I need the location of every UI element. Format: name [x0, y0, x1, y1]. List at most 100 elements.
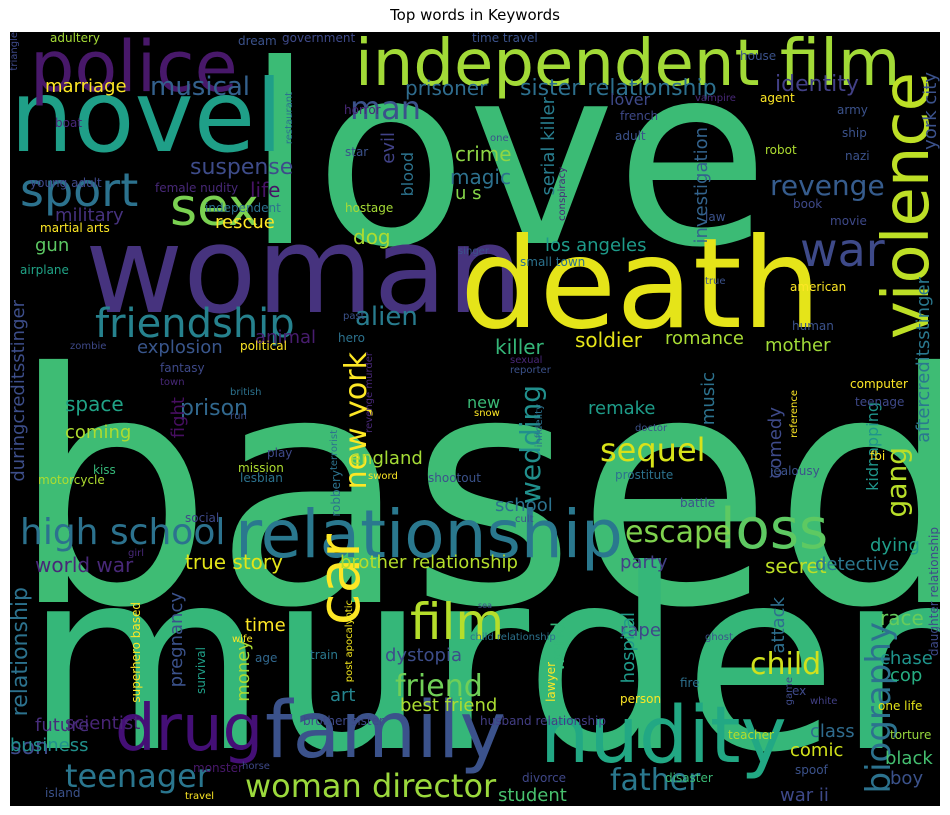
word-prison: prison [180, 396, 248, 421]
word-white: white [810, 696, 838, 707]
word-duringcreditsstinger: duringcreditsstinger [10, 300, 29, 482]
word-death: death [460, 212, 822, 357]
word-game: game [784, 677, 795, 706]
word-mission: mission [238, 461, 284, 475]
word-los-angeles: los angeles [545, 235, 647, 256]
word-friend: friend [395, 669, 483, 704]
word-snow: snow [474, 408, 500, 419]
word-life: life [250, 178, 281, 202]
word-government: government [282, 32, 356, 45]
word-relationship: relationship [235, 496, 623, 573]
word-u-s: u s [455, 183, 482, 204]
word-one-life: one life [878, 699, 923, 713]
word-law: law [705, 210, 726, 224]
word-musical: musical [150, 72, 251, 102]
word-film: film [410, 593, 505, 651]
word-romance: romance [665, 328, 744, 349]
word-child: child [750, 647, 822, 682]
word-man: man [350, 89, 422, 127]
word-brother-sister: brother sister [303, 714, 384, 728]
word-independent: independent [205, 201, 281, 215]
word-cult: cult [515, 514, 534, 525]
word-fbi: fbi [870, 449, 886, 463]
word-age: age [255, 651, 278, 665]
word-independent-film: independent film [355, 32, 901, 101]
word-movie: movie [830, 214, 867, 228]
word-hero: hero [338, 331, 365, 345]
word-lawyer: lawyer [544, 662, 558, 702]
word-future: future [35, 715, 90, 736]
word-human: human [792, 319, 834, 333]
word-nazi: nazi [845, 149, 870, 163]
word-murder: murder [24, 516, 940, 806]
word-animal: animal [255, 327, 317, 348]
word-rape: rape [620, 620, 661, 641]
word-small-town: small town [520, 255, 586, 269]
word-lover: lover [610, 90, 651, 109]
word-aftercreditsstinger: aftercreditsstinger [913, 277, 934, 443]
word-car: car [305, 534, 373, 626]
word-remake: remake [588, 398, 656, 419]
word-ship: ship [842, 126, 867, 140]
word-marriage: marriage [45, 76, 127, 97]
word-airplane: airplane [20, 263, 69, 277]
word-adultery: adultery [50, 32, 101, 45]
word-hostage: hostage [345, 201, 394, 215]
word-conspiracy: conspiracy [557, 167, 568, 221]
word-monster: monster [193, 761, 243, 775]
word-student: student [498, 785, 567, 806]
word-ghost: ghost [705, 632, 733, 643]
word-gun: gun [35, 235, 70, 256]
word-detective: detective [815, 554, 900, 575]
word-time-travel: time travel [472, 32, 538, 45]
word-play: play [267, 446, 293, 460]
word-novel: novel [10, 58, 284, 175]
word-martial-arts: martial arts [40, 221, 110, 235]
word-based: based [10, 306, 940, 678]
word-sex: sex [170, 178, 259, 238]
word-loss: loss [720, 497, 829, 562]
word-boy: boy [890, 768, 924, 789]
word-war-ii: war ii [780, 785, 829, 806]
word-battle: battle [680, 496, 716, 510]
word-one: one [490, 133, 509, 144]
word-chase: chase [880, 648, 933, 669]
word-woman: woman [85, 202, 524, 341]
word-family: family [265, 686, 506, 776]
word-husband-relationship: husband relationship [480, 714, 607, 728]
word-superhero-based: superhero based [129, 602, 143, 703]
word-cop: cop [890, 665, 923, 686]
word-magic: magic [450, 165, 511, 189]
word-teenager: teenager [65, 757, 210, 795]
word-horror: horror [344, 103, 381, 117]
word-train: train [310, 648, 338, 662]
word-killer: killer [495, 335, 544, 359]
word-prostitute: prostitute [615, 468, 674, 482]
word-gang: gang [880, 447, 913, 518]
word-suspense: suspense [190, 155, 294, 180]
word-true: true [705, 276, 726, 287]
word-party: party [620, 552, 668, 573]
word-sword: sword [368, 471, 398, 482]
word-singer: singer [458, 246, 489, 257]
word-relationship-2: relationship [10, 587, 33, 717]
word-sequel: sequel [600, 431, 706, 469]
word-young-adult: young adult [30, 176, 102, 190]
word-brother-relationship: brother relationship [340, 552, 518, 573]
word-son: son [10, 735, 49, 760]
word-reference: reference [789, 390, 800, 438]
word-wife: wife [232, 634, 253, 645]
word-zombie: zombie [70, 341, 107, 352]
word-identity: identity [775, 72, 859, 97]
word-soldier: soldier [575, 328, 642, 352]
word-dying: dying [870, 535, 920, 556]
word-lesbian: lesbian [240, 471, 283, 485]
word-evil: evil [378, 132, 399, 164]
word-sea: sea [478, 601, 492, 610]
word-dog: dog [353, 225, 391, 249]
word-military: military [55, 205, 124, 226]
word-torture: torture [890, 728, 932, 742]
word-class: class [810, 721, 855, 742]
word-prisoner: prisoner [405, 76, 488, 100]
word-new: new [467, 393, 501, 412]
